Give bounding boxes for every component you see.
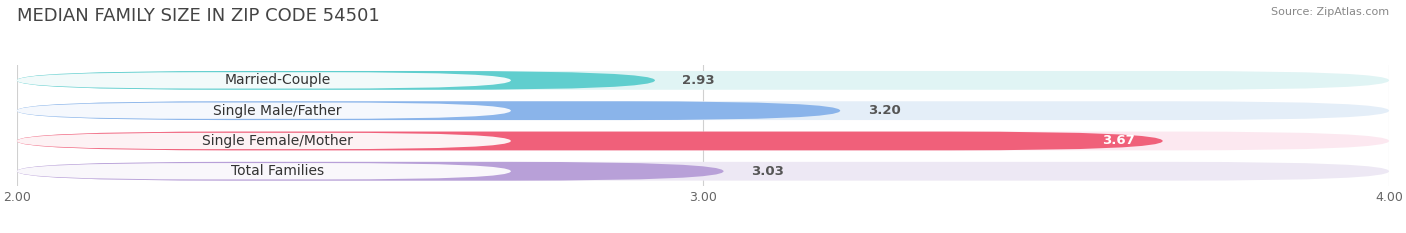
FancyBboxPatch shape <box>17 162 1389 181</box>
Text: Married-Couple: Married-Couple <box>225 73 330 87</box>
Text: 2.93: 2.93 <box>682 74 716 87</box>
FancyBboxPatch shape <box>17 132 1389 150</box>
FancyBboxPatch shape <box>17 162 724 181</box>
FancyBboxPatch shape <box>17 71 655 90</box>
FancyBboxPatch shape <box>17 103 510 119</box>
FancyBboxPatch shape <box>17 72 510 89</box>
FancyBboxPatch shape <box>17 101 841 120</box>
FancyBboxPatch shape <box>17 132 1163 150</box>
FancyBboxPatch shape <box>17 163 510 179</box>
Text: Single Female/Mother: Single Female/Mother <box>202 134 353 148</box>
Text: 3.03: 3.03 <box>751 165 785 178</box>
FancyBboxPatch shape <box>17 71 1389 90</box>
Text: MEDIAN FAMILY SIZE IN ZIP CODE 54501: MEDIAN FAMILY SIZE IN ZIP CODE 54501 <box>17 7 380 25</box>
Text: Single Male/Father: Single Male/Father <box>214 104 342 118</box>
FancyBboxPatch shape <box>17 101 1389 120</box>
FancyBboxPatch shape <box>17 133 510 149</box>
Text: Source: ZipAtlas.com: Source: ZipAtlas.com <box>1271 7 1389 17</box>
Text: 3.20: 3.20 <box>868 104 900 117</box>
Text: Total Families: Total Families <box>231 164 325 178</box>
Text: 3.67: 3.67 <box>1102 134 1135 147</box>
